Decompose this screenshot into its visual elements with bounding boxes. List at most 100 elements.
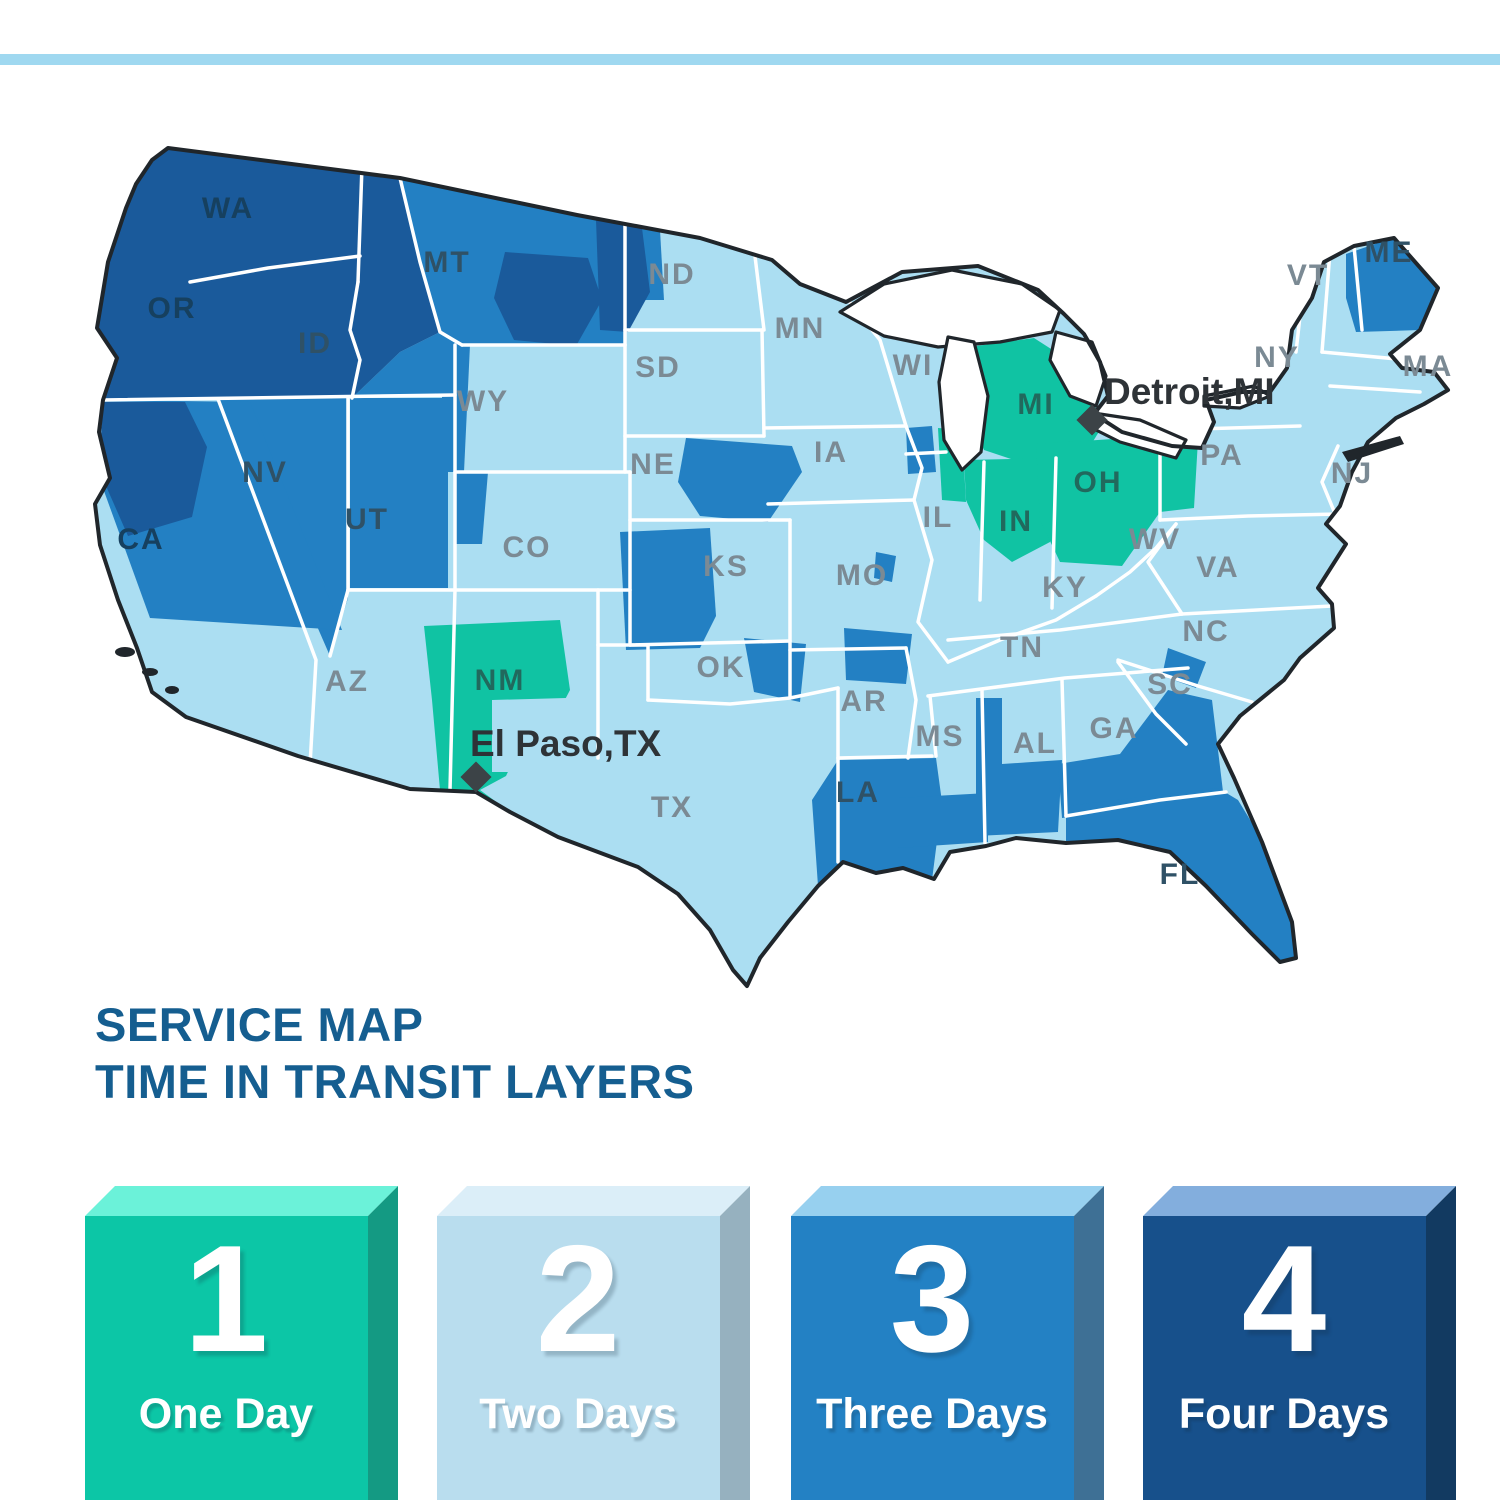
state-label-in: IN (999, 505, 1033, 538)
map-region-georgia-south (1058, 690, 1224, 818)
state-label-ks: KS (703, 550, 749, 583)
top-accent-stripe (0, 54, 1500, 65)
map-region-ohio (1036, 436, 1198, 566)
legend-number: 1 (184, 1214, 269, 1384)
state-label-ky: KY (1042, 571, 1088, 604)
map-region-new-mexico-notch (492, 698, 566, 772)
state-label-tx: TX (651, 791, 693, 824)
map-region-nebraska-blob (678, 438, 802, 522)
state-label-fl: FL (1160, 858, 1201, 891)
state-label-or: OR (148, 292, 197, 325)
legend-block-front-face (85, 1216, 368, 1500)
state-label-ma: MA (1403, 350, 1454, 383)
legend-block-front-face (1143, 1216, 1426, 1500)
state-label-nd: ND (648, 258, 695, 291)
city-label: El Paso,TX (470, 723, 662, 764)
state-label-pa: PA (1200, 439, 1243, 472)
us-outline (93, 146, 1450, 988)
state-label-ok: OK (697, 651, 746, 684)
legend-block-top-face (791, 1186, 1104, 1216)
state-label-id: ID (298, 327, 332, 360)
map-region-montana-blob (494, 252, 602, 346)
legend-block-side-face (368, 1186, 398, 1500)
map-title: SERVICE MAP TIME IN TRANSIT LAYERS (95, 996, 694, 1110)
city-marker-layer: Detroit,MI El Paso,TX (460, 371, 1275, 793)
state-label-ne: NE (630, 448, 676, 481)
state-label-nj: NJ (1331, 457, 1373, 490)
legend-block-side-face (1426, 1186, 1456, 1500)
legend-block-top-face (437, 1186, 750, 1216)
legend-label: Two Days (479, 1390, 677, 1438)
state-label-vt: VT (1287, 259, 1329, 292)
map-region-colorado-west (455, 472, 488, 544)
map-region-maine (1346, 238, 1438, 332)
state-label-ar: AR (840, 685, 887, 718)
state-label-ms: MS (916, 720, 965, 753)
legend-number: 2 (536, 1214, 621, 1384)
state-label-co: CO (503, 531, 552, 564)
legend-number: 4 (1242, 1214, 1327, 1384)
state-label-ia: IA (814, 436, 848, 469)
state-label-ny: NY (1254, 341, 1300, 374)
state-label-layer: WA OR CA ID MT NV UT ME LA FL MI OH IN NM ND SD MN WI WY CO… (117, 192, 1454, 891)
state-label-mi: MI (1017, 388, 1054, 421)
legend-number: 3 (890, 1214, 975, 1384)
map-region-pacific-northwest (97, 148, 440, 400)
legend-block-front-face (437, 1216, 720, 1500)
state-label-ga: GA (1090, 712, 1139, 745)
legend-block-side-face (1074, 1186, 1104, 1500)
map-title-line2: TIME IN TRANSIT LAYERS (95, 1055, 695, 1108)
state-label-sc: SC (1147, 668, 1193, 701)
legend-block-front-face (791, 1216, 1074, 1500)
city-label: Detroit,MI (1104, 371, 1275, 412)
lake-superior (838, 268, 1062, 349)
state-label-wi: WI (893, 349, 934, 382)
map-region-mississippi-coast (898, 793, 988, 848)
transit-days-legend: 1 One Day 2 Two Days 3 Three Days 4 Four Days (0, 1186, 1500, 1500)
state-label-nm: NM (475, 664, 526, 697)
map-region-utah (350, 398, 448, 588)
legend-block-three-days: 3 Three Days (791, 1186, 1104, 1500)
state-label-wa: WA (202, 192, 254, 225)
state-label-mn: MN (775, 312, 826, 345)
legend-label: Four Days (1179, 1390, 1389, 1438)
state-label-nv: NV (242, 456, 288, 489)
state-label-la: LA (836, 776, 880, 809)
legend-block-one-day: 1 One Day (85, 1186, 398, 1500)
map-region-indiana (964, 458, 1054, 562)
state-label-me: ME (1365, 236, 1414, 269)
legend-label: Three Days (816, 1390, 1048, 1438)
state-label-mo: MO (836, 559, 888, 592)
origin-marker-icon (1076, 404, 1108, 436)
lake-michigan (937, 335, 990, 472)
state-label-oh: OH (1074, 466, 1123, 499)
origin-marker-icon (460, 761, 492, 793)
state-label-az: AZ (325, 665, 369, 698)
legend-block-two-days: 2 Two Days (437, 1186, 750, 1500)
legend-block-four-days: 4 Four Days (1143, 1186, 1456, 1500)
state-label-tn: TN (1000, 631, 1044, 664)
map-region-arkansas-northwest (844, 628, 912, 684)
legend-label: One Day (139, 1390, 314, 1438)
legend-block-side-face (720, 1186, 750, 1500)
map-region-norcal-coast (99, 402, 207, 536)
legend-block-top-face (1143, 1186, 1456, 1216)
map-region-alabama-south (976, 698, 1062, 836)
map-region-kansas-blob (620, 528, 716, 650)
map-title-line1: SERVICE MAP (95, 998, 424, 1051)
long-island (1342, 436, 1404, 462)
great-lakes (838, 268, 1272, 472)
state-label-mt: MT (423, 246, 470, 279)
map-region-illinois-west-patch (874, 552, 896, 582)
state-label-ca: CA (117, 523, 164, 556)
state-label-nc: NC (1182, 615, 1229, 648)
map-region-nodak-strip (596, 220, 650, 332)
state-label-sd: SD (635, 351, 681, 384)
legend-block-top-face (85, 1186, 398, 1216)
state-label-al: AL (1013, 727, 1057, 760)
map-region-wisconsin-lakeshore (906, 426, 936, 474)
state-label-wv: WV (1129, 523, 1181, 556)
state-label-wy: WY (457, 385, 509, 418)
